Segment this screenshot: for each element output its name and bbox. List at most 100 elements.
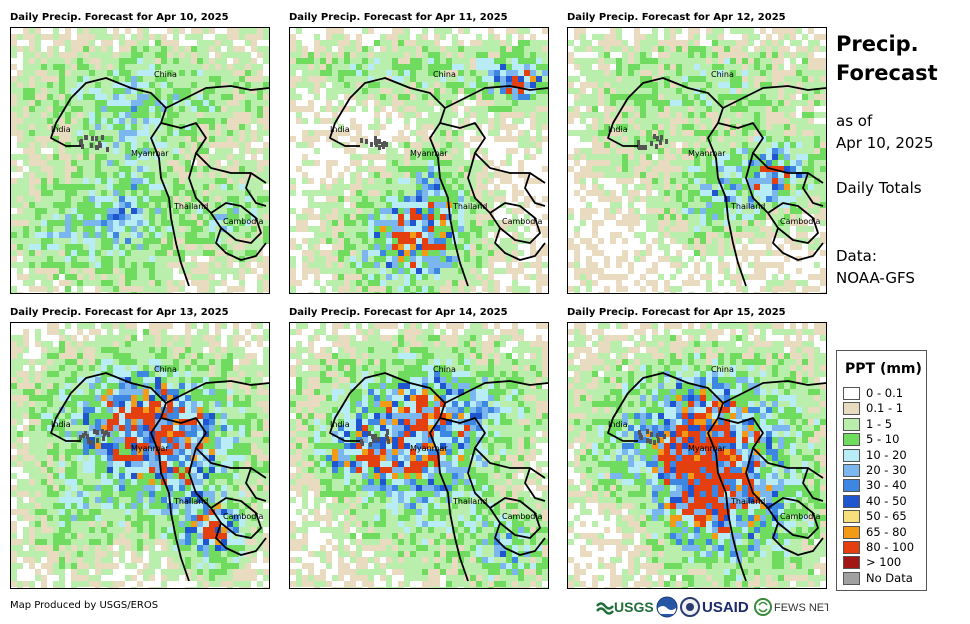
no-data-region [79, 429, 110, 445]
legend-label: 50 - 65 [866, 509, 907, 524]
legend-label: 30 - 40 [866, 478, 907, 493]
country-label-myanmar: Myanmar [688, 444, 726, 453]
country-label-cambodia: Cambodia [223, 512, 264, 521]
legend-label: No Data [866, 570, 913, 585]
country-label-thailand: Thailand [730, 202, 765, 211]
precip-field [290, 28, 548, 293]
legend-label: 0 - 0.1 [866, 386, 904, 400]
no-data-region [79, 135, 109, 152]
as-of-label: as of [836, 112, 873, 130]
precip-field [11, 323, 269, 588]
precip-field [290, 323, 548, 588]
panel-title: Daily Precip. Forecast for Apr 12, 2025 [567, 12, 786, 23]
no-data-region [638, 429, 666, 445]
legend-swatch [843, 417, 860, 431]
legend-label: 1 - 5 [866, 416, 893, 431]
precip-map: China India Myanmar Thailand Cambodia [10, 27, 270, 294]
side-title: Precip. Forecast [836, 30, 938, 88]
country-label-myanmar: Myanmar [688, 149, 726, 158]
legend-label: 20 - 30 [866, 463, 907, 477]
country-label-cambodia: Cambodia [502, 217, 543, 226]
panel-title: Daily Precip. Forecast for Apr 11, 2025 [289, 12, 508, 23]
country-label-india: India [51, 420, 71, 429]
legend-swatch [843, 556, 860, 570]
noaa-logo [656, 596, 678, 618]
legend-swatch [843, 494, 860, 508]
legend-swatch [843, 541, 860, 554]
country-label-china: China [154, 70, 177, 79]
country-label-india: India [608, 420, 628, 429]
country-label-thailand: Thailand [173, 497, 208, 506]
country-label-india: India [608, 125, 628, 134]
legend-label: 80 - 100 [866, 540, 915, 554]
usgs-logo: USGS [596, 599, 654, 615]
no-data-region [637, 134, 668, 150]
data-source: NOAA-GFS [836, 269, 915, 287]
country-label-cambodia: Cambodia [780, 512, 821, 521]
country-label-india: India [330, 420, 350, 429]
country-label-myanmar: Myanmar [410, 149, 448, 158]
map-canvas: China India Myanmar Thailand Cambodia [290, 323, 548, 588]
precip-map: China India Myanmar Thailand Cambodia [10, 322, 270, 589]
legend-swatch [843, 402, 860, 416]
country-label-india: India [330, 125, 350, 134]
country-label-cambodia: Cambodia [780, 217, 821, 226]
country-label-thailand: Thailand [730, 497, 765, 506]
country-borders [329, 77, 548, 287]
legend-swatch [843, 464, 860, 477]
precip-map: China India Myanmar Thailand Cambodia [567, 27, 827, 294]
precip-field [568, 28, 826, 293]
legend-label: > 100 [866, 555, 902, 570]
country-label-myanmar: Myanmar [410, 444, 448, 453]
country-label-thailand: Thailand [452, 497, 487, 506]
country-label-myanmar: Myanmar [131, 149, 169, 158]
side-title-line1: Precip. [836, 32, 919, 56]
legend-title: PPT (mm) [845, 361, 922, 377]
data-label: Data: [836, 247, 877, 265]
panel-title: Daily Precip. Forecast for Apr 10, 2025 [10, 12, 229, 23]
precip-field [568, 323, 826, 588]
precip-map: China India Myanmar Thailand Cambodia [567, 322, 827, 589]
fewsnet-logo: FEWS NET [754, 598, 828, 616]
legend-swatch [843, 571, 860, 585]
legend-swatch [843, 433, 860, 447]
panel-title: Daily Precip. Forecast for Apr 13, 2025 [10, 307, 229, 318]
legend-swatch [843, 387, 860, 400]
map-canvas: China India Myanmar Thailand Cambodia [11, 28, 269, 293]
panel-title: Daily Precip. Forecast for Apr 14, 2025 [289, 307, 508, 318]
usaid-logo: USAID [702, 599, 749, 616]
country-label-china: China [433, 70, 456, 79]
country-label-cambodia: Cambodia [502, 512, 543, 521]
country-borders [50, 77, 269, 287]
precip-field [11, 28, 269, 293]
country-label-china: China [433, 365, 456, 374]
no-data-region [360, 429, 390, 447]
map-canvas: China India Myanmar Thailand Cambodia [568, 323, 826, 588]
country-borders [50, 372, 269, 582]
precip-map: China India Myanmar Thailand Cambodia [289, 27, 549, 294]
map-canvas: China India Myanmar Thailand Cambodia [568, 28, 826, 293]
totals-label: Daily Totals [836, 179, 922, 197]
country-label-cambodia: Cambodia [223, 217, 264, 226]
side-title-line2: Forecast [836, 61, 938, 85]
as-of-date: Apr 10, 2025 [836, 134, 934, 152]
legend-swatch [843, 525, 860, 539]
country-label-myanmar: Myanmar [131, 444, 169, 453]
country-label-thailand: Thailand [173, 202, 208, 211]
state-seal-logo [680, 597, 700, 617]
country-borders [607, 77, 826, 287]
legend-swatch [843, 448, 860, 462]
credit-text: Map Produced by USGS/EROS [10, 600, 159, 611]
legend-label: 10 - 20 [866, 447, 907, 462]
map-canvas: China India Myanmar Thailand Cambodia [11, 323, 269, 588]
country-label-china: China [711, 70, 734, 79]
precip-map: China India Myanmar Thailand Cambodia [289, 322, 549, 589]
country-borders [607, 372, 826, 582]
country-label-thailand: Thailand [452, 202, 487, 211]
legend-label: 5 - 10 [866, 432, 900, 447]
legend-label: 40 - 50 [866, 493, 907, 508]
country-label-china: China [154, 365, 177, 374]
country-borders [329, 372, 548, 582]
legend-swatch [843, 510, 860, 524]
